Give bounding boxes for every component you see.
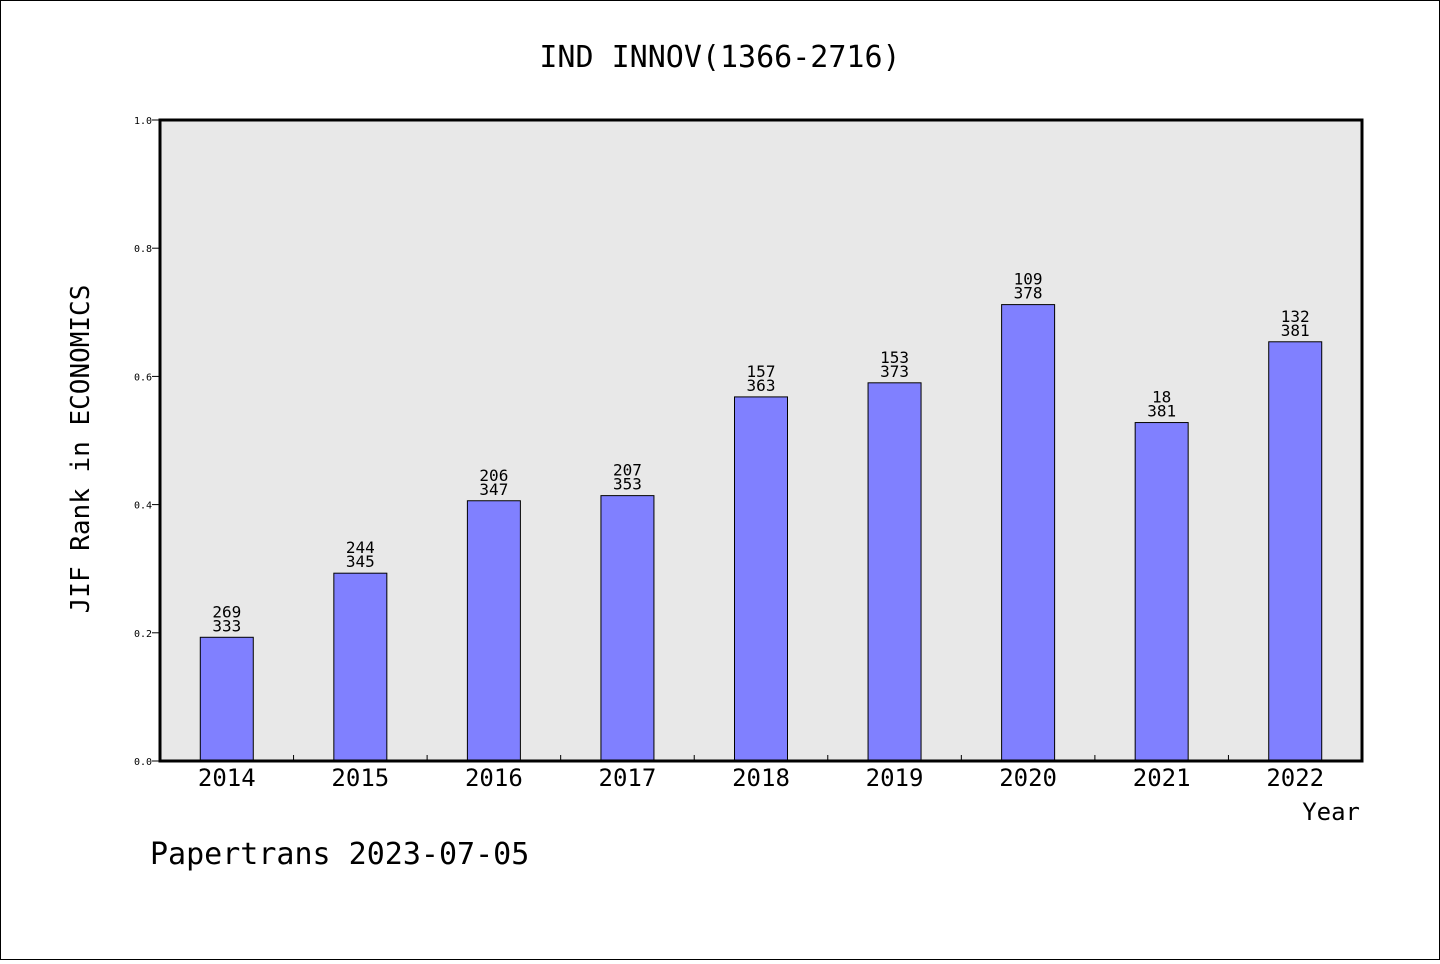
x-tick-label-2017: 2017 [599, 764, 657, 792]
y-ticks-group: 0.0 0.2 0.4 0.6 0.8 1.0 [134, 116, 160, 768]
x-tick-label-2016: 2016 [465, 764, 523, 792]
footer-text: Papertrans 2023-07-05 [150, 837, 529, 872]
bar-2015 [333, 572, 388, 762]
data-label-2019-rank: 153 [880, 348, 909, 367]
x-axis-title: Year [1302, 798, 1360, 826]
data-label-2021-rank: 18 [1152, 388, 1171, 407]
bar-2021 [1134, 422, 1189, 762]
bar-2014 [199, 636, 254, 762]
y-tick-label-0.8: 0.8 [134, 244, 152, 255]
data-label-2016-total: 347 [479, 480, 508, 499]
plot-border [158, 118, 1364, 763]
data-label-2022-rank: 132 [1281, 307, 1310, 326]
chart-title: IND INNOV(1366-2716) [539, 40, 900, 75]
data-label-2018-rank: 157 [747, 362, 776, 381]
data-label-2020-total: 378 [1014, 284, 1043, 303]
x-tick-label-2020: 2020 [999, 764, 1057, 792]
x-tick-label-2018: 2018 [732, 764, 790, 792]
y-tick-label-0.4: 0.4 [134, 501, 152, 512]
x-tick-label-2015: 2015 [331, 764, 389, 792]
bar-2018 [734, 396, 788, 762]
data-label-2019-total: 373 [880, 362, 909, 381]
x-tick-label-2021: 2021 [1133, 764, 1191, 792]
data-labels-group: 2693332443452063472073531573631533731093… [212, 270, 1309, 636]
y-tick-label-0.6: 0.6 [134, 372, 152, 383]
data-label-2021-total: 381 [1147, 402, 1176, 421]
data-label-2015-total: 345 [346, 552, 375, 571]
y-tick-label-1.0: 1.0 [134, 116, 152, 127]
data-label-2020-rank: 109 [1014, 270, 1043, 289]
data-label-2015-rank: 244 [346, 538, 375, 557]
data-label-2018-total: 363 [747, 376, 776, 395]
data-label-2014-total: 333 [212, 616, 241, 635]
bar-2020 [1001, 304, 1056, 762]
bar-2022 [1268, 341, 1323, 762]
data-label-2014-rank: 269 [212, 602, 241, 621]
bar-2016 [466, 500, 521, 762]
x-ticks-group: 2014 2015 2016 2017 2018 2019 2020 2021 2022 [198, 755, 1324, 792]
bar-2017 [600, 495, 655, 762]
data-label-2016-rank: 206 [479, 466, 508, 485]
data-label-2017-rank: 207 [613, 461, 642, 480]
bars-group [199, 304, 1323, 762]
x-tick-label-2022: 2022 [1266, 764, 1324, 792]
bar-2019 [867, 382, 922, 762]
data-label-2017-total: 353 [613, 475, 642, 494]
y-axis-title: JIF Rank in ECONOMICS [66, 285, 96, 614]
data-label-2022-total: 381 [1281, 321, 1310, 340]
y-tick-label-0.2: 0.2 [134, 629, 152, 640]
x-tick-label-2019: 2019 [866, 764, 924, 792]
x-tick-label-2014: 2014 [198, 764, 256, 792]
y-tick-label-0.0: 0.0 [134, 757, 152, 768]
